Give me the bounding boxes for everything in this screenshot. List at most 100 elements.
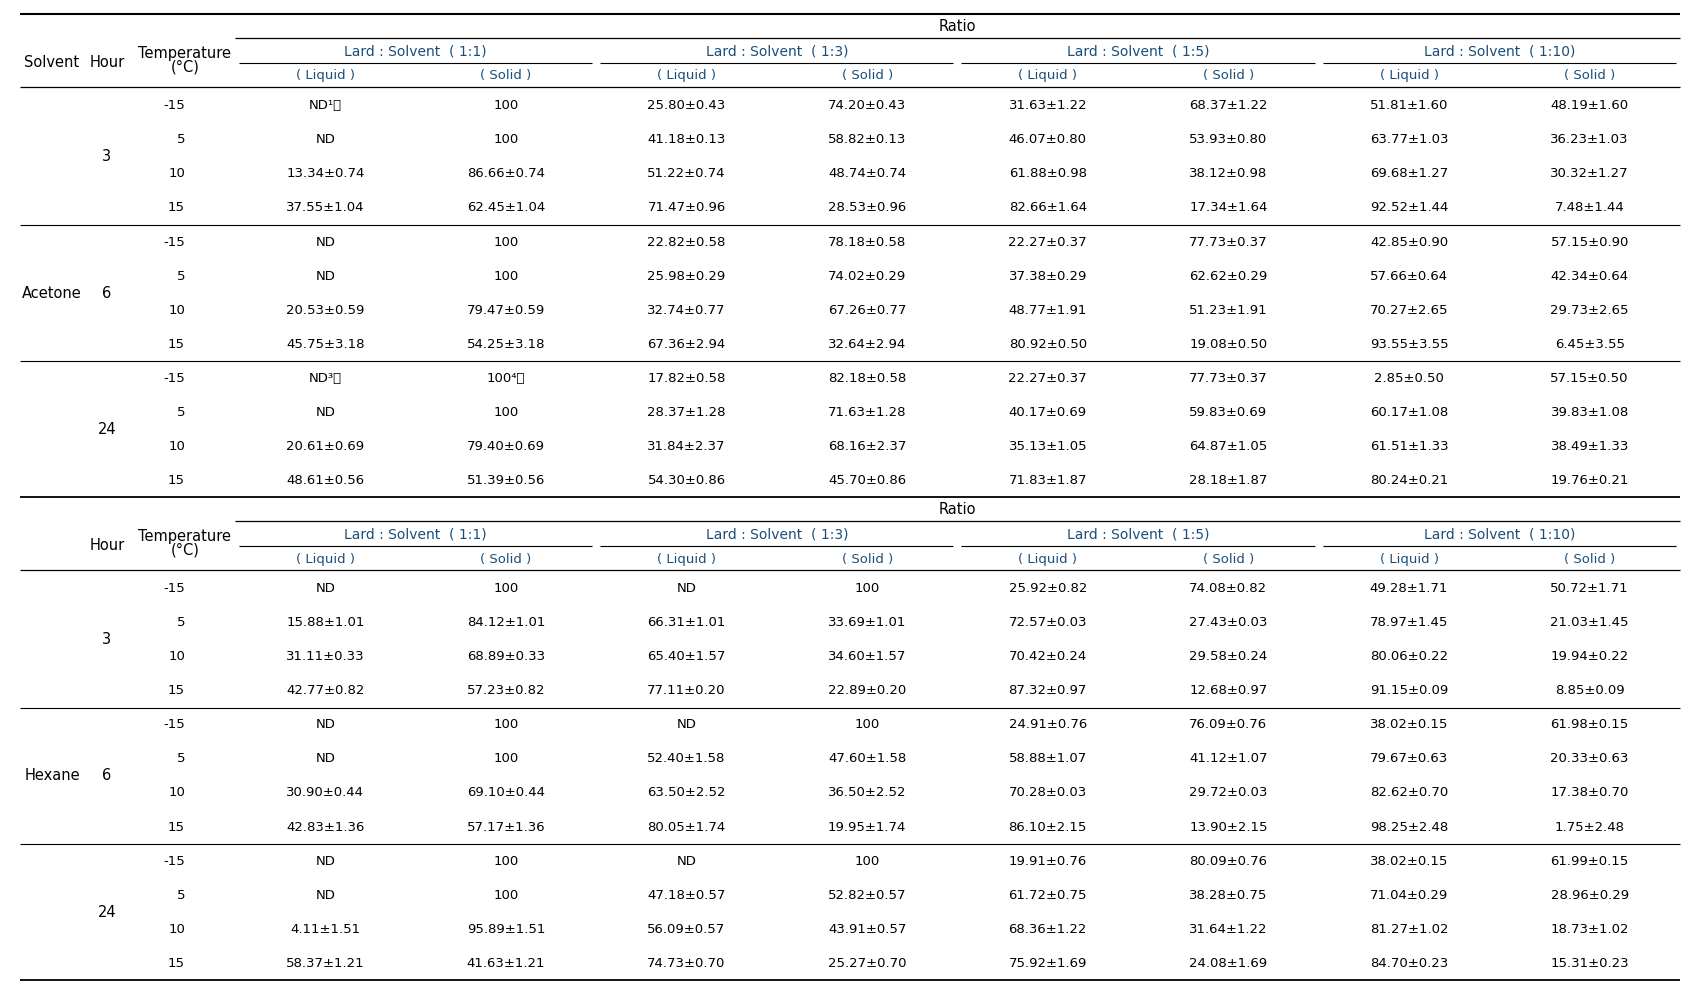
Text: 25.92±0.82: 25.92±0.82 bbox=[1009, 583, 1087, 596]
Text: 51.81±1.60: 51.81±1.60 bbox=[1369, 100, 1447, 113]
Text: 27.43±0.03: 27.43±0.03 bbox=[1189, 617, 1267, 629]
Text: 48.19±1.60: 48.19±1.60 bbox=[1550, 100, 1628, 113]
Text: 34.60±1.57: 34.60±1.57 bbox=[827, 650, 905, 664]
Text: 100: 100 bbox=[492, 583, 518, 596]
Text: 74.02±0.29: 74.02±0.29 bbox=[827, 270, 905, 283]
Text: 78.18±0.58: 78.18±0.58 bbox=[827, 235, 905, 249]
Text: 17.38±0.70: 17.38±0.70 bbox=[1550, 786, 1628, 799]
Text: 100⁴⧯: 100⁴⧯ bbox=[486, 371, 525, 384]
Text: 43.91±0.57: 43.91±0.57 bbox=[827, 923, 905, 936]
Text: 70.42±0.24: 70.42±0.24 bbox=[1009, 650, 1087, 664]
Text: 95.89±1.51: 95.89±1.51 bbox=[467, 923, 545, 936]
Text: -15: -15 bbox=[163, 855, 185, 867]
Text: 58.88±1.07: 58.88±1.07 bbox=[1009, 753, 1087, 766]
Text: 79.67±0.63: 79.67±0.63 bbox=[1369, 753, 1447, 766]
Text: 80.24±0.21: 80.24±0.21 bbox=[1369, 473, 1447, 486]
Text: 82.18±0.58: 82.18±0.58 bbox=[827, 371, 905, 384]
Text: 10: 10 bbox=[168, 303, 185, 316]
Text: 62.45±1.04: 62.45±1.04 bbox=[467, 202, 545, 214]
Text: 86.66±0.74: 86.66±0.74 bbox=[467, 168, 545, 181]
Text: 28.96±0.29: 28.96±0.29 bbox=[1550, 888, 1628, 901]
Text: 10: 10 bbox=[168, 786, 185, 799]
Text: 38.02±0.15: 38.02±0.15 bbox=[1369, 855, 1447, 867]
Text: 42.83±1.36: 42.83±1.36 bbox=[285, 820, 365, 834]
Text: 71.04±0.29: 71.04±0.29 bbox=[1369, 888, 1447, 901]
Text: 5: 5 bbox=[177, 753, 185, 766]
Text: ND: ND bbox=[316, 855, 335, 867]
Text: 36.23±1.03: 36.23±1.03 bbox=[1550, 133, 1628, 146]
Text: ( Liquid ): ( Liquid ) bbox=[1379, 552, 1438, 565]
Text: Acetone: Acetone bbox=[22, 286, 82, 300]
Text: 15: 15 bbox=[168, 685, 185, 698]
Text: 4.11±1.51: 4.11±1.51 bbox=[290, 923, 360, 936]
Text: 48.61±0.56: 48.61±0.56 bbox=[285, 473, 363, 486]
Text: 28.37±1.28: 28.37±1.28 bbox=[647, 405, 725, 419]
Text: 25.80±0.43: 25.80±0.43 bbox=[647, 100, 725, 113]
Text: 77.73±0.37: 77.73±0.37 bbox=[1189, 371, 1267, 384]
Text: 21.03±1.45: 21.03±1.45 bbox=[1550, 617, 1628, 629]
Text: 98.25±2.48: 98.25±2.48 bbox=[1369, 820, 1447, 834]
Text: 5: 5 bbox=[177, 133, 185, 146]
Text: 31.84±2.37: 31.84±2.37 bbox=[647, 440, 725, 453]
Text: ( Liquid ): ( Liquid ) bbox=[657, 69, 715, 83]
Text: 61.72±0.75: 61.72±0.75 bbox=[1009, 888, 1087, 901]
Text: 19.76±0.21: 19.76±0.21 bbox=[1550, 473, 1628, 486]
Text: 57.15±0.90: 57.15±0.90 bbox=[1550, 235, 1628, 249]
Text: 68.36±1.22: 68.36±1.22 bbox=[1009, 923, 1087, 936]
Text: 41.12±1.07: 41.12±1.07 bbox=[1189, 753, 1267, 766]
Text: 81.27±1.02: 81.27±1.02 bbox=[1369, 923, 1447, 936]
Text: 50.72±1.71: 50.72±1.71 bbox=[1550, 583, 1628, 596]
Text: 13.34±0.74: 13.34±0.74 bbox=[285, 168, 365, 181]
Text: Lard : Solvent  ( 1:10): Lard : Solvent ( 1:10) bbox=[1423, 528, 1574, 542]
Text: 45.75±3.18: 45.75±3.18 bbox=[285, 338, 365, 351]
Text: (°C): (°C) bbox=[170, 59, 199, 74]
Text: 93.55±3.55: 93.55±3.55 bbox=[1369, 338, 1447, 351]
Text: 58.82±0.13: 58.82±0.13 bbox=[827, 133, 905, 146]
Text: 15: 15 bbox=[168, 956, 185, 969]
Text: Temperature: Temperature bbox=[139, 46, 231, 61]
Text: 13.90±2.15: 13.90±2.15 bbox=[1189, 820, 1267, 834]
Text: 32.64±2.94: 32.64±2.94 bbox=[827, 338, 905, 351]
Text: Hour: Hour bbox=[90, 55, 124, 70]
Text: 35.13±1.05: 35.13±1.05 bbox=[1009, 440, 1087, 453]
Text: 100: 100 bbox=[492, 235, 518, 249]
Text: 38.28±0.75: 38.28±0.75 bbox=[1189, 888, 1267, 901]
Text: ND: ND bbox=[316, 583, 335, 596]
Text: 54.25±3.18: 54.25±3.18 bbox=[467, 338, 545, 351]
Text: 48.74±0.74: 48.74±0.74 bbox=[827, 168, 905, 181]
Text: 51.23±1.91: 51.23±1.91 bbox=[1189, 303, 1267, 316]
Text: 31.64±1.22: 31.64±1.22 bbox=[1189, 923, 1267, 936]
Text: ( Liquid ): ( Liquid ) bbox=[1017, 69, 1077, 83]
Text: 65.40±1.57: 65.40±1.57 bbox=[647, 650, 725, 664]
Text: 78.97±1.45: 78.97±1.45 bbox=[1369, 617, 1447, 629]
Text: 31.63±1.22: 31.63±1.22 bbox=[1009, 100, 1087, 113]
Text: 70.27±2.65: 70.27±2.65 bbox=[1369, 303, 1447, 316]
Text: 20.61±0.69: 20.61±0.69 bbox=[285, 440, 363, 453]
Text: 19.95±1.74: 19.95±1.74 bbox=[827, 820, 905, 834]
Text: Hour: Hour bbox=[90, 538, 124, 553]
Text: ND: ND bbox=[316, 405, 335, 419]
Text: ND³⧯: ND³⧯ bbox=[309, 371, 341, 384]
Text: 71.63±1.28: 71.63±1.28 bbox=[827, 405, 907, 419]
Text: 24: 24 bbox=[97, 904, 115, 920]
Text: 70.28±0.03: 70.28±0.03 bbox=[1009, 786, 1087, 799]
Text: 32.74±0.77: 32.74±0.77 bbox=[647, 303, 725, 316]
Text: 77.73±0.37: 77.73±0.37 bbox=[1189, 235, 1267, 249]
Text: 15.31±0.23: 15.31±0.23 bbox=[1550, 956, 1628, 969]
Text: 3: 3 bbox=[102, 149, 112, 164]
Text: 37.38±0.29: 37.38±0.29 bbox=[1009, 270, 1087, 283]
Text: 66.31±1.01: 66.31±1.01 bbox=[647, 617, 725, 629]
Text: 86.10±2.15: 86.10±2.15 bbox=[1009, 820, 1087, 834]
Text: 52.40±1.58: 52.40±1.58 bbox=[647, 753, 725, 766]
Text: ND: ND bbox=[316, 888, 335, 901]
Text: 61.51±1.33: 61.51±1.33 bbox=[1369, 440, 1447, 453]
Text: Solvent: Solvent bbox=[24, 55, 80, 70]
Text: 33.69±1.01: 33.69±1.01 bbox=[827, 617, 905, 629]
Text: 80.09±0.76: 80.09±0.76 bbox=[1189, 855, 1267, 867]
Text: 36.50±2.52: 36.50±2.52 bbox=[827, 786, 907, 799]
Text: ( Solid ): ( Solid ) bbox=[1202, 552, 1253, 565]
Text: 57.66±0.64: 57.66±0.64 bbox=[1369, 270, 1447, 283]
Text: 19.94±0.22: 19.94±0.22 bbox=[1550, 650, 1628, 664]
Text: 63.77±1.03: 63.77±1.03 bbox=[1369, 133, 1447, 146]
Text: 60.17±1.08: 60.17±1.08 bbox=[1369, 405, 1447, 419]
